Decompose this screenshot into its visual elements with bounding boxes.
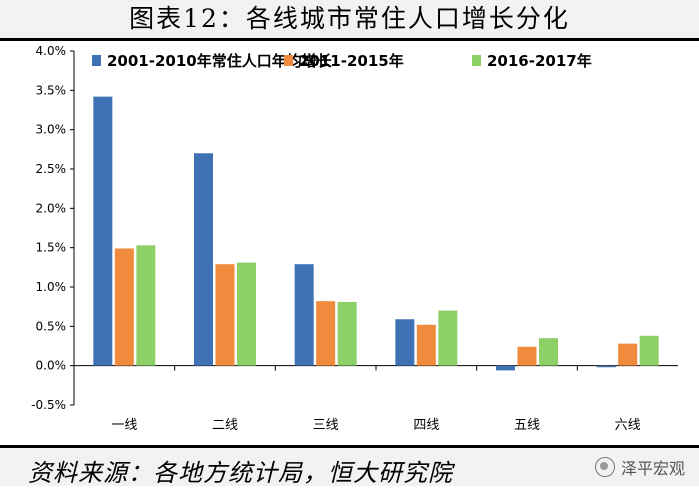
bar [539,338,558,366]
y-tick-label: 2.5% [36,162,67,176]
bar [618,343,638,366]
bar [596,365,616,368]
x-tick-label: 三线 [313,418,339,433]
bar [517,346,537,366]
bar [416,324,436,366]
bar [215,264,235,366]
bar [136,245,156,366]
y-tick-label: 3.5% [36,83,67,97]
bar [237,262,256,366]
legend-label: 2011-2015年 [299,52,404,70]
watermark-label: 泽平宏观 [620,459,685,478]
footer-rule [0,445,699,448]
y-tick-label: 1.0% [36,280,67,294]
chart-title: 图表12：各线城市常住人口增长分化 [0,0,699,38]
bar [639,335,659,366]
x-tick-label: 四线 [413,418,439,433]
legend-swatch [284,55,293,66]
watermark: 泽平宏观 [594,455,685,479]
bar [496,365,515,371]
bar [316,301,336,366]
y-tick-label: 0.0% [36,359,67,373]
legend-label: 2016-2017年 [487,52,592,70]
y-tick-label: 3.0% [36,123,67,137]
y-tick-label: 2.0% [36,201,67,215]
legend-swatch [472,55,481,66]
bar [114,248,134,366]
legend-label: 2001-2010年常住人口年均增长 [107,52,333,70]
title-rule [0,38,699,41]
bar [337,301,357,366]
footer: 资料来源：各地方统计局，恒大研究院 泽平宏观 [0,448,699,487]
bar [294,264,314,366]
bar [93,96,113,366]
legend-swatch [92,55,101,66]
bar [438,310,458,366]
bar-chart: -0.5% 0.0% 0.5% 1.0% 1.5% 2.0% 2.5% 3.0% 3.5% 4.0… [31,44,678,433]
wechat-icon [594,457,615,477]
y-tick-label: -0.5% [31,398,66,412]
chart-area: -0.5% 0.0% 0.5% 1.0% 1.5% 2.0% 2.5% 3.0% 3.5% 4.0… [0,41,699,445]
y-tick-label: 0.5% [36,319,67,333]
bar [395,319,415,366]
bar [194,153,213,366]
x-tick-label: 二线 [212,418,238,433]
source-note: 资料来源：各地方统计局，恒大研究院 [28,459,453,487]
x-tick-label: 六线 [615,418,641,433]
y-tick-label: 4.0% [36,44,67,58]
x-tick-label: 五线 [514,418,540,433]
x-tick-label: 一线 [111,418,137,433]
y-tick-label: 1.5% [36,241,67,255]
